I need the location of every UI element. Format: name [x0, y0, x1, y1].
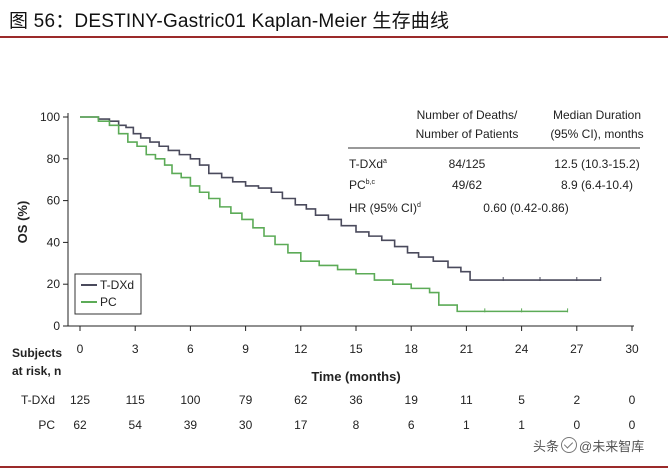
at-risk-value: 39	[184, 418, 198, 432]
table-row-tdxd-label: T-DXda	[349, 157, 387, 171]
x-tick-label: 12	[294, 342, 308, 356]
at-risk-value: 0	[573, 418, 580, 432]
at-risk-row-name-pc: PC	[38, 418, 55, 432]
at-risk-value: 0	[629, 418, 636, 432]
legend-label-pc: PC	[100, 295, 117, 309]
watermark-prefix: 头条	[533, 439, 560, 454]
table-hr-name: HR (95% CI)	[349, 201, 417, 215]
table-col1-header-line1: Number of Deaths/	[417, 108, 518, 122]
table-hr-label: HR (95% CI)d	[349, 201, 421, 215]
stats-table: Number of Deaths/ Number of Patients Med…	[348, 108, 644, 215]
at-risk-value: 54	[129, 418, 143, 432]
table-row-pc-deaths: 49/62	[452, 178, 482, 192]
km-curve-pc	[80, 116, 568, 313]
x-tick-label: 18	[405, 342, 419, 356]
title-divider	[0, 36, 668, 38]
at-risk-value: 6	[408, 418, 415, 432]
legend: T-DXd PC	[74, 273, 142, 315]
table-col1-header-line2: Number of Patients	[416, 127, 519, 141]
legend-label-tdxd: T-DXd	[100, 278, 134, 292]
y-axis-title: OS (%)	[15, 201, 30, 244]
x-tick-label: 0	[77, 342, 84, 356]
at-risk-value: 115	[126, 393, 145, 407]
x-tick-label: 9	[242, 342, 249, 356]
y-tick-label: 80	[47, 152, 61, 166]
x-tick-label: 21	[460, 342, 474, 356]
at-risk-value: 2	[573, 393, 580, 407]
plot-area: 0 20 40 60 80 100 0 3 6 9 12 15 18 21 24 27 30	[40, 110, 639, 356]
x-tick-label: 6	[187, 342, 194, 356]
table-row-tdxd-median: 12.5 (10.3-15.2)	[554, 157, 639, 171]
at-risk-value: 1	[518, 418, 525, 432]
at-risk-value: 100	[180, 393, 200, 407]
table-col2-header-line1: Median Duration	[553, 108, 641, 122]
y-tick-label: 60	[47, 194, 61, 208]
x-tick-label: 27	[570, 342, 584, 356]
bottom-divider	[0, 466, 668, 468]
at-risk-row-name-tdxd: T-DXd	[21, 393, 55, 407]
watermark: 头条 @未来智库	[533, 436, 644, 455]
watermark-suffix: @未来智库	[579, 439, 645, 454]
figure-title: 图 56：DESTINY-Gastric01 Kaplan-Meier 生存曲线	[9, 11, 450, 32]
y-tick-label: 20	[47, 277, 61, 291]
y-tick-label: 100	[40, 110, 60, 124]
x-tick-label: 24	[515, 342, 529, 356]
at-risk-value: 8	[353, 418, 360, 432]
at-risk-value: 19	[405, 393, 419, 407]
at-risk-value: 36	[349, 393, 363, 407]
table-row-pc-name: PC	[349, 178, 366, 192]
at-risk-label-line1: Subjects	[12, 346, 62, 360]
table-hr-value: 0.60 (0.42-0.86)	[483, 201, 568, 215]
at-risk-value: 30	[239, 418, 253, 432]
at-risk-value: 0	[629, 393, 636, 407]
y-tick-label: 0	[53, 319, 60, 333]
km-curve-tdxd	[80, 116, 601, 281]
table-hr-sup: d	[417, 202, 421, 209]
table-row-tdxd-sup: a	[383, 158, 387, 165]
at-risk-table: 125 115 100 79 62 36 19 11 5 2 062 54 39 30 17 8 6 1 1 0 0	[70, 393, 636, 432]
x-tick-label: 30	[625, 342, 639, 356]
x-tick-label: 3	[132, 342, 139, 356]
table-row-pc-median: 8.9 (6.4-10.4)	[561, 178, 633, 192]
at-risk-label-line2: at risk, n	[12, 364, 61, 378]
x-axis-title: Time (months)	[311, 369, 400, 384]
at-risk-value: 62	[294, 393, 308, 407]
y-tick-label: 40	[47, 235, 61, 249]
at-risk-value: 5	[518, 393, 525, 407]
at-risk-value: 125	[70, 393, 90, 407]
legend-box	[74, 273, 142, 315]
x-tick-label: 15	[349, 342, 363, 356]
table-row-pc-label: PCb,c	[349, 178, 376, 192]
at-risk-value: 11	[460, 393, 473, 407]
table-row-pc-sup: b,c	[366, 179, 376, 186]
table-row-tdxd-name: T-DXd	[349, 157, 383, 171]
at-risk-value: 1	[463, 418, 470, 432]
at-risk-value: 79	[239, 393, 253, 407]
table-col2-header-line2: (95% CI), months	[550, 127, 643, 141]
check-circle-icon	[561, 437, 578, 453]
table-row-tdxd-deaths: 84/125	[449, 157, 486, 171]
at-risk-value: 17	[294, 418, 308, 432]
at-risk-value: 62	[73, 418, 87, 432]
